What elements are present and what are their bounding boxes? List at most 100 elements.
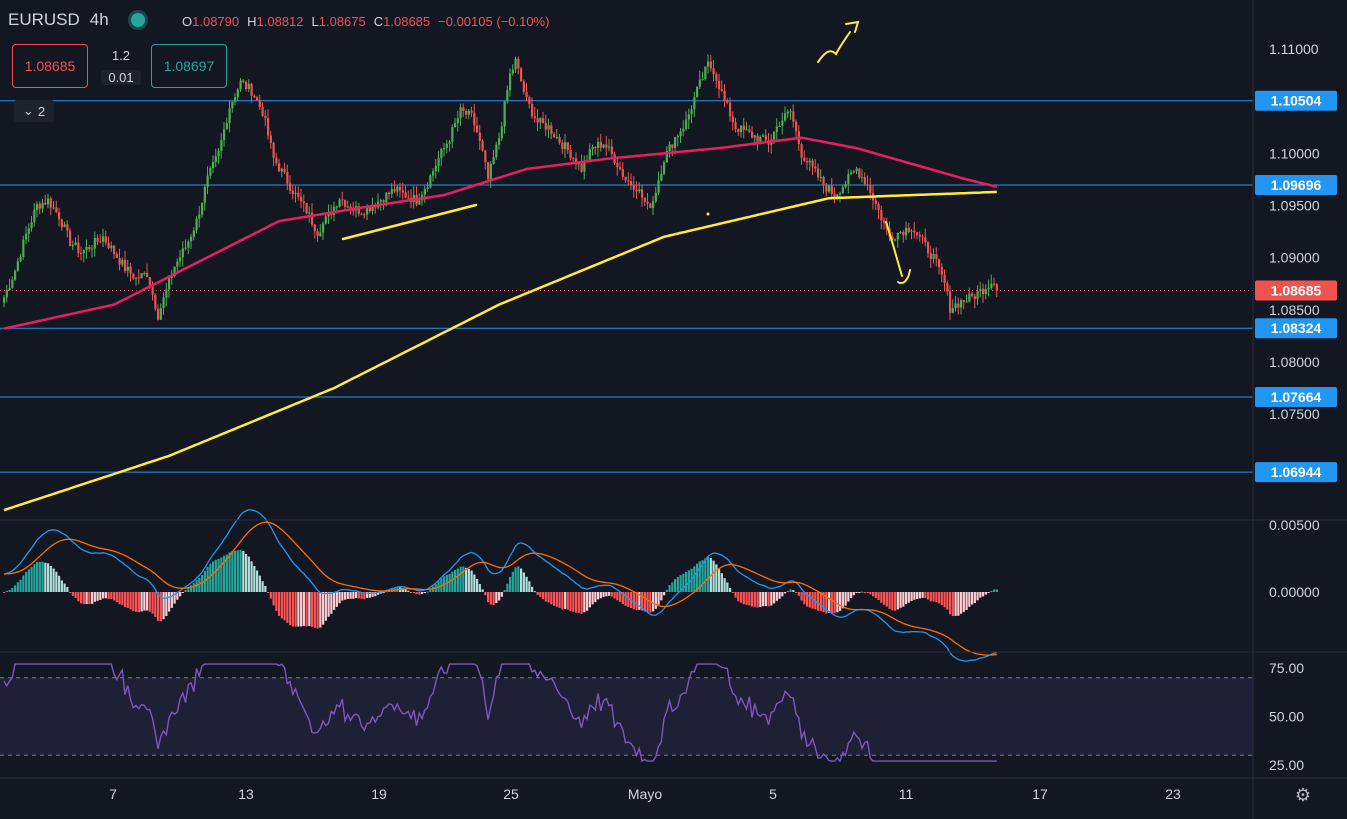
macd-pane[interactable] [3, 508, 998, 662]
candle-body [503, 101, 506, 127]
candle-body [305, 202, 308, 214]
candle-body [806, 160, 809, 163]
macd-histogram-bar [377, 592, 380, 595]
macd-histogram-bar [509, 576, 512, 592]
candle-body [847, 174, 850, 185]
sell-button[interactable]: 1.08685 [12, 44, 88, 88]
buy-button[interactable]: 1.08697 [151, 44, 227, 88]
candle-body [561, 142, 564, 149]
macd-histogram-bar [740, 592, 743, 603]
macd-histogram-bar [168, 592, 171, 612]
candle-body [624, 176, 627, 181]
macd-histogram-bar [599, 592, 602, 599]
candle-body [234, 97, 237, 102]
candle-body [324, 216, 327, 224]
candle-body [484, 150, 487, 163]
candle-body [836, 194, 839, 198]
candle-body [946, 283, 949, 292]
macd-histogram-bar [825, 592, 828, 614]
macd-histogram-bar [852, 592, 855, 596]
candle-body [808, 160, 811, 163]
candle-body [456, 118, 459, 123]
symbol-header[interactable]: EURUSD 4h [8, 10, 145, 30]
indicators-collapse-button[interactable]: ⌄ 2 [14, 100, 54, 122]
symbol-name[interactable]: EURUSD [8, 10, 80, 29]
candle-body [44, 202, 47, 205]
candle-body [27, 228, 30, 234]
macd-histogram-bar [924, 592, 927, 598]
macd-histogram-bar [22, 575, 25, 592]
collapse-count: 2 [37, 103, 46, 119]
level-price-label: 1.06944 [1271, 464, 1322, 480]
macd-histogram-bar [85, 592, 88, 605]
macd-histogram-bar [696, 563, 699, 592]
candle-body [792, 111, 795, 122]
candle-body [547, 125, 550, 130]
candle-body [220, 140, 223, 151]
down-arrow-drawing [885, 221, 911, 285]
macd-histogram-bar [654, 592, 657, 609]
candle-body [335, 206, 338, 208]
macd-histogram-bar [495, 592, 498, 604]
candle-body [858, 168, 861, 178]
candle-body [366, 206, 369, 215]
candle-body [368, 206, 371, 212]
macd-histogram-bar [938, 592, 941, 604]
macd-histogram-bar [514, 567, 517, 592]
candle-body [753, 135, 756, 138]
macd-histogram-bar [280, 592, 283, 619]
candle-body [176, 261, 179, 267]
macd-histogram-bar [701, 560, 704, 592]
price-tick-label: 1.09000 [1269, 250, 1320, 266]
candle-body [322, 223, 325, 233]
candle-body [918, 234, 921, 237]
signal-line [3, 521, 997, 656]
candle-body [511, 69, 514, 74]
candle-body [360, 213, 363, 215]
main-price-pane[interactable] [0, 20, 1253, 512]
open-label: O [182, 14, 193, 29]
macd-histogram-bar [66, 587, 69, 592]
macd-histogram-bar [619, 592, 622, 602]
macd-histogram-bar [135, 592, 138, 612]
candle-body [214, 156, 217, 162]
macd-histogram-bar [847, 592, 850, 602]
macd-histogram-bar [25, 572, 28, 592]
candle-body [201, 202, 204, 215]
macd-histogram-bar [330, 592, 333, 614]
timeframe-label[interactable]: 4h [89, 10, 109, 29]
macd-histogram-bar [129, 592, 132, 610]
candle-body [60, 219, 63, 228]
macd-histogram-bar [181, 592, 184, 593]
candle-body [979, 288, 982, 292]
candle-body [646, 201, 649, 204]
candle-body [16, 261, 19, 271]
time-tick-label: 7 [109, 786, 117, 802]
candle-body [434, 165, 437, 172]
candle-body [132, 273, 135, 279]
candle-body [195, 218, 198, 231]
high-value: 1.08812 [256, 14, 304, 29]
time-tick-label: 17 [1032, 786, 1048, 802]
price-tick-label: 1.11000 [1269, 41, 1319, 57]
lot-size-input[interactable]: 0.01 [101, 69, 141, 85]
spread-lot-panel[interactable]: 1.2 0.01 [96, 44, 146, 88]
macd-histogram-bar [492, 592, 495, 605]
gear-icon[interactable]: ⚙ [1294, 785, 1312, 805]
candle-body [30, 222, 33, 229]
candle-body [385, 192, 388, 203]
macd-histogram-bar [943, 592, 946, 608]
macd-histogram-bar [795, 592, 798, 593]
candle-body [278, 163, 281, 172]
macd-histogram-bar [212, 561, 215, 592]
macd-histogram-bar [357, 592, 360, 599]
macd-histogram-bar [745, 592, 748, 605]
macd-histogram-bar [971, 592, 974, 605]
candle-body [99, 241, 102, 243]
candle-body [869, 184, 872, 194]
candle-body [938, 259, 941, 268]
candle-body [619, 167, 622, 170]
rsi-pane[interactable] [0, 663, 1253, 763]
macd-histogram-bar [341, 592, 344, 601]
